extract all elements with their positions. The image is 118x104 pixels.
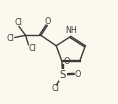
Text: Cl: Cl — [52, 84, 60, 93]
Text: S: S — [60, 70, 66, 80]
Text: Cl: Cl — [15, 18, 22, 27]
Text: O: O — [75, 70, 81, 79]
Text: O: O — [63, 57, 70, 66]
Text: Cl: Cl — [6, 34, 14, 43]
Text: Cl: Cl — [28, 44, 36, 53]
Text: NH: NH — [65, 26, 77, 35]
Text: O: O — [45, 17, 51, 26]
